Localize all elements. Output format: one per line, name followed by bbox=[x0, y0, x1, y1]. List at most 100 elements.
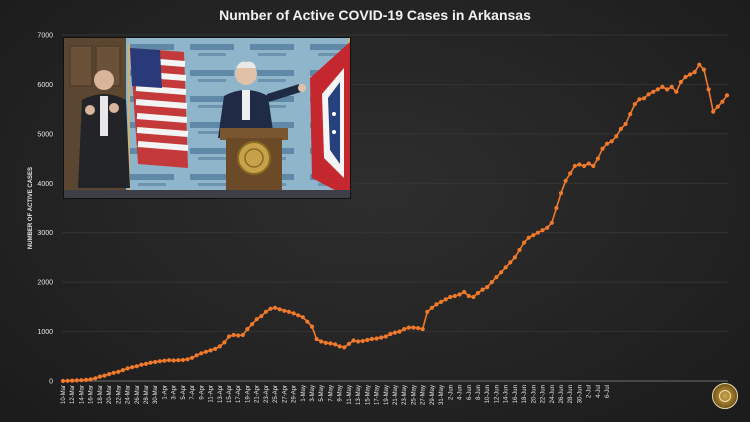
data-point bbox=[540, 228, 545, 233]
data-point bbox=[701, 67, 707, 72]
data-point bbox=[688, 72, 693, 77]
data-point bbox=[526, 235, 531, 240]
data-point bbox=[176, 358, 181, 363]
data-point bbox=[724, 93, 730, 98]
data-point bbox=[222, 340, 227, 345]
data-point bbox=[319, 339, 324, 344]
data-point bbox=[586, 161, 591, 166]
data-point bbox=[245, 327, 250, 332]
x-tick-label: 14-Mar bbox=[79, 385, 85, 404]
data-point bbox=[208, 348, 213, 353]
data-point bbox=[273, 305, 278, 310]
data-point bbox=[683, 74, 688, 80]
press-conference-video bbox=[63, 37, 351, 199]
x-tick-label: 1-May bbox=[301, 385, 307, 402]
data-point bbox=[535, 230, 541, 235]
y-tick-label: 3000 bbox=[37, 230, 53, 237]
x-tick-label: 3-May bbox=[310, 385, 316, 402]
data-point bbox=[162, 358, 167, 363]
data-point bbox=[74, 378, 79, 383]
y-tick-label: 2000 bbox=[37, 280, 53, 287]
data-point bbox=[499, 270, 504, 275]
x-tick-label: 6-Jun bbox=[467, 385, 473, 400]
data-point bbox=[595, 156, 601, 161]
data-point bbox=[116, 369, 121, 374]
x-tick-label: 14-Jun bbox=[504, 385, 510, 403]
data-point bbox=[457, 292, 462, 297]
data-point bbox=[194, 353, 199, 358]
x-tick-label: 16-Jun bbox=[513, 385, 519, 403]
data-point bbox=[554, 205, 559, 211]
data-point bbox=[97, 374, 102, 379]
x-tick-label: 8-Jun bbox=[476, 385, 482, 400]
y-tick-label: 7000 bbox=[37, 33, 53, 40]
x-tick-label: 27-Apr bbox=[282, 385, 288, 403]
data-point bbox=[475, 290, 481, 296]
x-tick-label: 30-Jun bbox=[577, 385, 583, 403]
data-point bbox=[637, 97, 642, 102]
data-point bbox=[522, 240, 527, 245]
data-point bbox=[508, 260, 513, 265]
x-tick-label: 26-Jun bbox=[559, 385, 565, 403]
y-tick-label: 1000 bbox=[37, 329, 53, 336]
x-tick-label: 4-Jun bbox=[458, 385, 464, 400]
x-tick-label: 16-Mar bbox=[89, 385, 95, 404]
x-tick-label: 11-May bbox=[347, 385, 353, 405]
data-point bbox=[240, 332, 245, 338]
wood-panel-detail bbox=[69, 45, 93, 87]
data-point bbox=[655, 87, 660, 92]
data-point bbox=[614, 134, 619, 139]
data-point bbox=[291, 311, 296, 316]
data-point bbox=[605, 141, 610, 146]
data-point bbox=[268, 306, 273, 311]
x-tick-label: 7-May bbox=[328, 385, 334, 402]
data-point bbox=[107, 372, 112, 377]
data-point bbox=[420, 327, 425, 332]
data-point bbox=[217, 344, 222, 349]
data-point bbox=[379, 335, 384, 340]
x-tick-label: 9-May bbox=[338, 385, 344, 402]
data-point bbox=[356, 339, 361, 344]
data-point bbox=[84, 377, 89, 382]
data-point bbox=[328, 341, 333, 346]
data-point bbox=[226, 334, 232, 339]
x-tick-label: 22-Jun bbox=[541, 385, 547, 403]
data-point bbox=[434, 302, 439, 307]
chart-title: Number of Active COVID-19 Cases in Arkan… bbox=[219, 7, 531, 23]
series-active-cases bbox=[60, 62, 730, 384]
data-point bbox=[489, 280, 494, 285]
data-point bbox=[402, 327, 407, 332]
data-point bbox=[651, 89, 656, 94]
interpreter-figure bbox=[78, 70, 130, 188]
data-point bbox=[250, 322, 255, 327]
data-point bbox=[180, 357, 185, 363]
data-point bbox=[388, 331, 393, 337]
x-tick-label: 24-Jun bbox=[550, 385, 556, 403]
y-tick-label: 6000 bbox=[37, 82, 53, 89]
x-tick-label: 2-Jun bbox=[448, 385, 454, 400]
data-point bbox=[443, 297, 448, 302]
x-tick-label: 20-Mar bbox=[107, 385, 113, 404]
data-point bbox=[549, 220, 554, 225]
data-point bbox=[125, 366, 130, 371]
data-point bbox=[305, 319, 310, 324]
data-point bbox=[572, 163, 577, 169]
data-point bbox=[143, 361, 149, 366]
y-tick-label: 0 bbox=[49, 379, 53, 386]
data-point bbox=[641, 96, 647, 101]
data-point bbox=[139, 362, 144, 367]
podium bbox=[220, 128, 288, 194]
data-point bbox=[558, 191, 564, 196]
data-point bbox=[517, 247, 522, 253]
data-point bbox=[130, 365, 135, 370]
x-tick-label: 28-Mar bbox=[144, 385, 150, 404]
data-point bbox=[314, 336, 319, 342]
data-point bbox=[383, 334, 388, 339]
data-point bbox=[494, 275, 499, 280]
x-tick-label: 20-Jun bbox=[531, 385, 537, 403]
data-point bbox=[471, 294, 476, 300]
data-point bbox=[628, 112, 633, 117]
x-tick-label: 11-Apr bbox=[209, 385, 215, 403]
x-tick-label: 13-Apr bbox=[218, 385, 224, 403]
data-point bbox=[111, 370, 116, 375]
